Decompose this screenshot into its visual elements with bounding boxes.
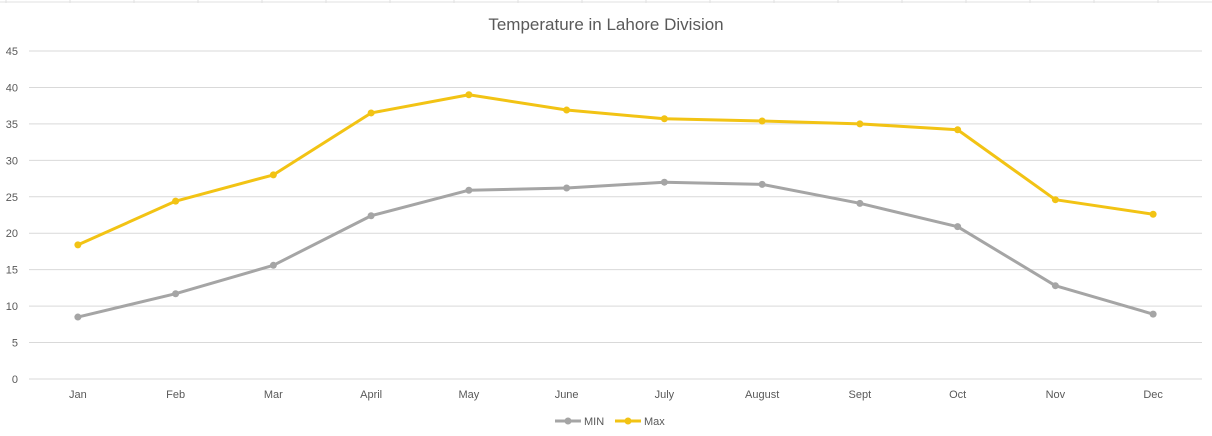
x-tick-label: April (360, 389, 382, 401)
legend-label: MIN (584, 416, 604, 428)
data-point (563, 184, 571, 192)
legend-marker (624, 417, 632, 425)
y-tick-label: 20 (6, 228, 18, 240)
y-tick-label: 40 (6, 82, 18, 94)
x-tick-label: Oct (949, 389, 966, 401)
legend-marker (564, 417, 572, 425)
data-point (758, 117, 766, 125)
data-point (172, 290, 180, 298)
data-point (172, 197, 180, 205)
data-point (367, 212, 375, 220)
legend-item-min: MIN (555, 416, 604, 428)
x-tick-label: Feb (166, 389, 185, 401)
x-tick-label: August (745, 389, 779, 401)
legend-label: Max (644, 416, 665, 428)
x-tick-label: Dec (1143, 389, 1163, 401)
data-point (660, 178, 668, 186)
spreadsheet-cell-borders (0, 0, 1212, 3)
y-tick-label: 30 (6, 155, 18, 167)
data-point (1051, 196, 1059, 204)
series-line (77, 180, 1154, 319)
y-tick-label: 15 (6, 265, 18, 277)
x-tick-label: July (655, 389, 675, 401)
x-tick-label: May (458, 389, 479, 401)
data-point (563, 106, 571, 114)
chart-title: Temperature in Lahore Division (488, 15, 723, 34)
data-point (660, 115, 668, 123)
series-max (74, 91, 1157, 249)
x-tick-label: Nov (1046, 389, 1066, 401)
data-point (269, 261, 277, 269)
y-tick-label: 45 (6, 46, 18, 58)
x-tick-label: Sept (849, 389, 872, 401)
y-tick-label: 25 (6, 192, 18, 204)
data-point (74, 313, 82, 321)
series-min (74, 178, 1157, 321)
data-point (954, 126, 962, 134)
y-tick-label: 10 (6, 301, 18, 313)
x-tick-label: Mar (264, 389, 283, 401)
legend: MIN Max (555, 416, 665, 428)
data-point (465, 186, 473, 194)
data-point (758, 180, 766, 188)
y-tick-label: 5 (12, 338, 18, 350)
x-tick-label: June (555, 389, 579, 401)
data-point (1149, 210, 1157, 218)
data-point (856, 120, 864, 128)
data-point (269, 171, 277, 179)
y-tick-label: 35 (6, 119, 18, 131)
data-point (367, 109, 375, 117)
data-point (465, 91, 473, 99)
y-tick-label: 0 (12, 374, 18, 386)
data-point (74, 241, 82, 249)
data-point (1051, 282, 1059, 290)
data-point (1149, 310, 1157, 318)
data-point (954, 223, 962, 231)
legend-item-max: Max (615, 416, 665, 428)
x-tick-label: Jan (69, 389, 87, 401)
data-point (856, 199, 864, 207)
series-line (77, 93, 1154, 247)
